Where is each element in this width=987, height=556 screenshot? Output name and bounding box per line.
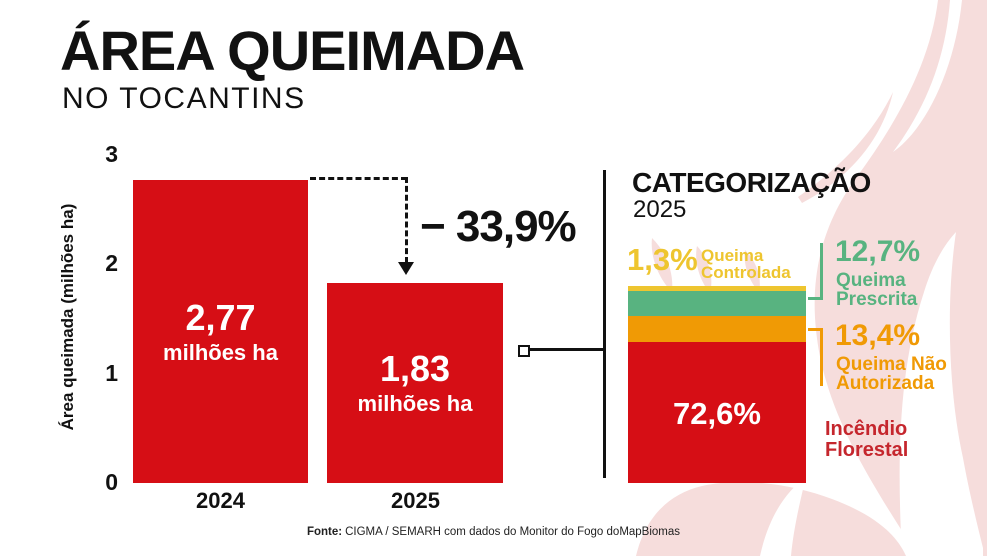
bar-2024-unit: milhões ha — [163, 339, 278, 365]
source-label: Fonte: — [306, 526, 343, 538]
y-tick-3: 3 — [105, 141, 118, 167]
queima-nao-autorizada-label: Queima Não Autorizada — [836, 354, 947, 394]
stack-segment-2 — [628, 315, 806, 342]
section-divider-line — [603, 170, 606, 478]
bracket-naoautorizada-vertical — [820, 328, 823, 386]
x-category-2024: 2024 — [196, 488, 245, 513]
y-tick-2: 2 — [105, 250, 118, 276]
y-tick-0: 0 — [105, 469, 118, 495]
queima-nao-autorizada-percent: 13,4% — [835, 319, 921, 352]
stack-segment-1 — [628, 290, 806, 316]
incendio-florestal-label: Incêndio Florestal — [825, 418, 909, 461]
queima-prescrita-percent: 12,7% — [835, 235, 921, 268]
queima-controlada-percent: 1,3% — [627, 242, 698, 277]
source-note: Fonte: CIGMA / SEMARH com dados do Monito… — [0, 526, 987, 538]
percent-change-annotation: − 33,9% — [420, 202, 577, 251]
page-title: ÁREA QUEIMADA — [60, 19, 525, 82]
stack-segment-0 — [628, 286, 806, 291]
y-tick-1: 1 — [105, 360, 118, 386]
source-text: CIGMA / SEMARH com dados do Monitor do F… — [345, 526, 681, 538]
x-category-2025: 2025 — [391, 488, 440, 513]
arrow-down-icon — [398, 262, 414, 275]
bracket-prescrita-vertical — [820, 243, 823, 300]
bar-2024-value: 2,77 — [185, 296, 256, 338]
incendio-florestal-percent: 72,6% — [673, 396, 761, 431]
connector-square-marker — [518, 345, 530, 357]
page-subtitle: NO TOCANTINS — [62, 82, 306, 115]
dashed-line-vertical — [405, 177, 408, 263]
bracket-prescrita-foot — [808, 297, 821, 300]
queima-prescrita-label: Queima Prescrita — [836, 270, 918, 310]
y-axis-label: Área queimada (milhões ha) — [58, 203, 77, 431]
categorization-title: CATEGORIZAÇÃO — [632, 167, 871, 198]
bar-2025: 1,83 milhões ha — [327, 283, 503, 483]
dashed-line-horizontal — [310, 177, 407, 180]
bracket-naoautorizada-tick — [808, 328, 821, 331]
queima-controlada-label: Queima Controlada — [701, 246, 791, 282]
stacked-bar-2025 — [628, 286, 806, 483]
bar-2024: 2,77 milhões ha — [133, 180, 308, 483]
bar-2025-unit: milhões ha — [357, 391, 473, 416]
categorization-year: 2025 — [633, 196, 687, 223]
connector-line — [529, 348, 605, 351]
bar-2025-value: 1,83 — [379, 348, 451, 389]
stack-segment-3 — [628, 341, 806, 483]
